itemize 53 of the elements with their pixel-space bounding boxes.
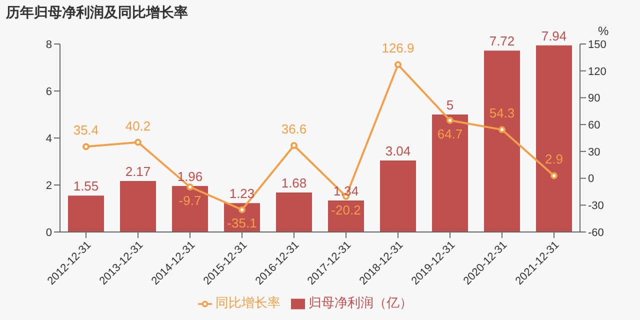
legend-label: 同比增长率 [216, 295, 280, 310]
data-label: 35.4 [73, 122, 99, 138]
data-label: 40.2 [125, 118, 151, 134]
point [82, 143, 90, 150]
data-label: 1.55 [73, 178, 99, 194]
y2-tick-label: -60 [588, 226, 604, 239]
data-label: 126.9 [382, 40, 414, 56]
y2-tick-label: 0 [588, 173, 594, 186]
data-label: 5 [446, 98, 454, 112]
point [446, 116, 454, 124]
data-label: 7.72 [489, 34, 515, 49]
y2-tick-label: 150 [588, 38, 606, 51]
data-label: 2.17 [125, 164, 151, 180]
data-label: -9.7 [178, 192, 202, 208]
bar [276, 192, 312, 232]
data-label: 2.9 [544, 152, 564, 167]
chart-title: 历年归母净利润及同比增长率 [6, 4, 188, 22]
point [238, 206, 246, 214]
point [290, 142, 298, 150]
data-label: 54.3 [489, 106, 515, 121]
point [134, 138, 142, 146]
data-label: 3.04 [385, 144, 411, 159]
data-label: -20.2 [331, 202, 361, 218]
bar [432, 114, 468, 232]
point [498, 126, 506, 134]
y-tick-label: 6 [46, 86, 52, 98]
y2-tick-label: 90 [588, 92, 600, 105]
bar [380, 160, 416, 232]
y2-tick-label: 120 [588, 66, 606, 78]
point [394, 61, 402, 68]
y-tick-label: 0 [46, 226, 52, 239]
y2-tick-label: 30 [588, 146, 600, 158]
y-tick-label: 2 [46, 180, 52, 192]
data-label: 1.96 [177, 168, 203, 184]
data-label: -35.1 [227, 216, 257, 231]
y2-tick-label: -30 [588, 200, 604, 212]
bar [536, 45, 572, 232]
y2-axis-title: % [598, 24, 609, 38]
data-label: 64.7 [437, 126, 463, 142]
y-tick-label: 4 [46, 132, 52, 145]
point [186, 183, 194, 190]
legend-label: 归母净利润（亿） [308, 295, 412, 310]
data-label: 1.68 [281, 176, 307, 191]
data-label: 36.6 [281, 122, 307, 137]
bar [120, 181, 156, 232]
point [550, 172, 558, 180]
bar [68, 196, 104, 232]
bar [172, 186, 208, 232]
bar [484, 50, 520, 232]
y-tick-label: 8 [46, 38, 52, 51]
data-label: 1.23 [229, 186, 255, 202]
data-label: 7.94 [541, 28, 567, 44]
y2-tick-label: 60 [588, 119, 600, 132]
